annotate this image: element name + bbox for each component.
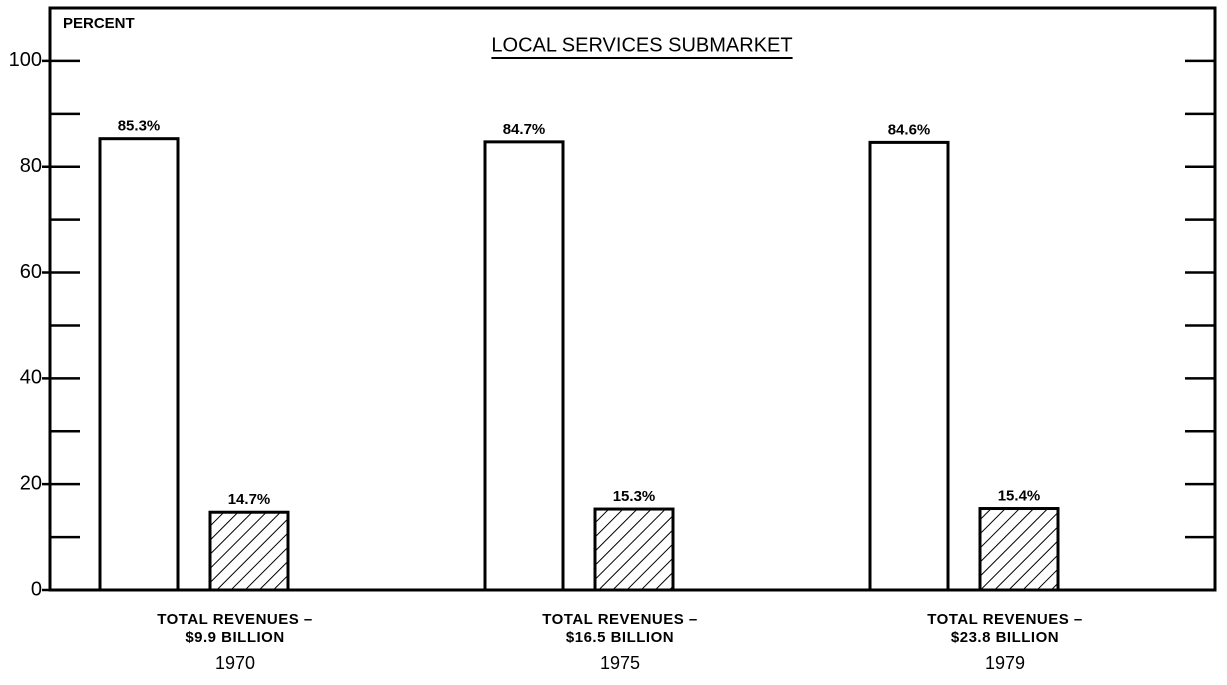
value-label: 85.3% — [118, 118, 161, 135]
value-label: 14.7% — [228, 491, 271, 508]
value-label: 84.6% — [888, 121, 931, 138]
value-label: 15.3% — [613, 488, 656, 505]
x-tick-label: 1975 — [600, 653, 640, 673]
bar — [868, 140, 950, 592]
chart-title: LOCAL SERVICES SUBMARKET — [491, 34, 792, 56]
category-note: $23.8 BILLION — [951, 629, 1059, 646]
value-label: 84.7% — [503, 121, 546, 138]
x-tick-label: 1970 — [215, 653, 255, 673]
y-tick-label: 80 — [20, 155, 42, 177]
bar — [208, 510, 290, 592]
category-note: $16.5 BILLION — [566, 629, 674, 646]
bar — [98, 137, 180, 592]
x-tick-label: 1979 — [985, 653, 1025, 673]
category-note: TOTAL REVENUES – — [927, 611, 1083, 628]
value-label: 15.4% — [998, 487, 1041, 504]
category-note: $9.9 BILLION — [185, 629, 284, 646]
bar — [483, 140, 565, 592]
category-note: TOTAL REVENUES – — [157, 611, 313, 628]
bar — [978, 507, 1060, 592]
y-axis-label: PERCENT — [63, 15, 135, 32]
bar — [593, 507, 675, 592]
y-tick-label: 20 — [20, 472, 42, 494]
y-tick-label: 100 — [9, 49, 42, 71]
y-tick-label: 0 — [31, 578, 42, 600]
y-tick-label: 40 — [20, 367, 42, 389]
category-note: TOTAL REVENUES – — [542, 611, 698, 628]
y-tick-label: 60 — [20, 261, 42, 283]
